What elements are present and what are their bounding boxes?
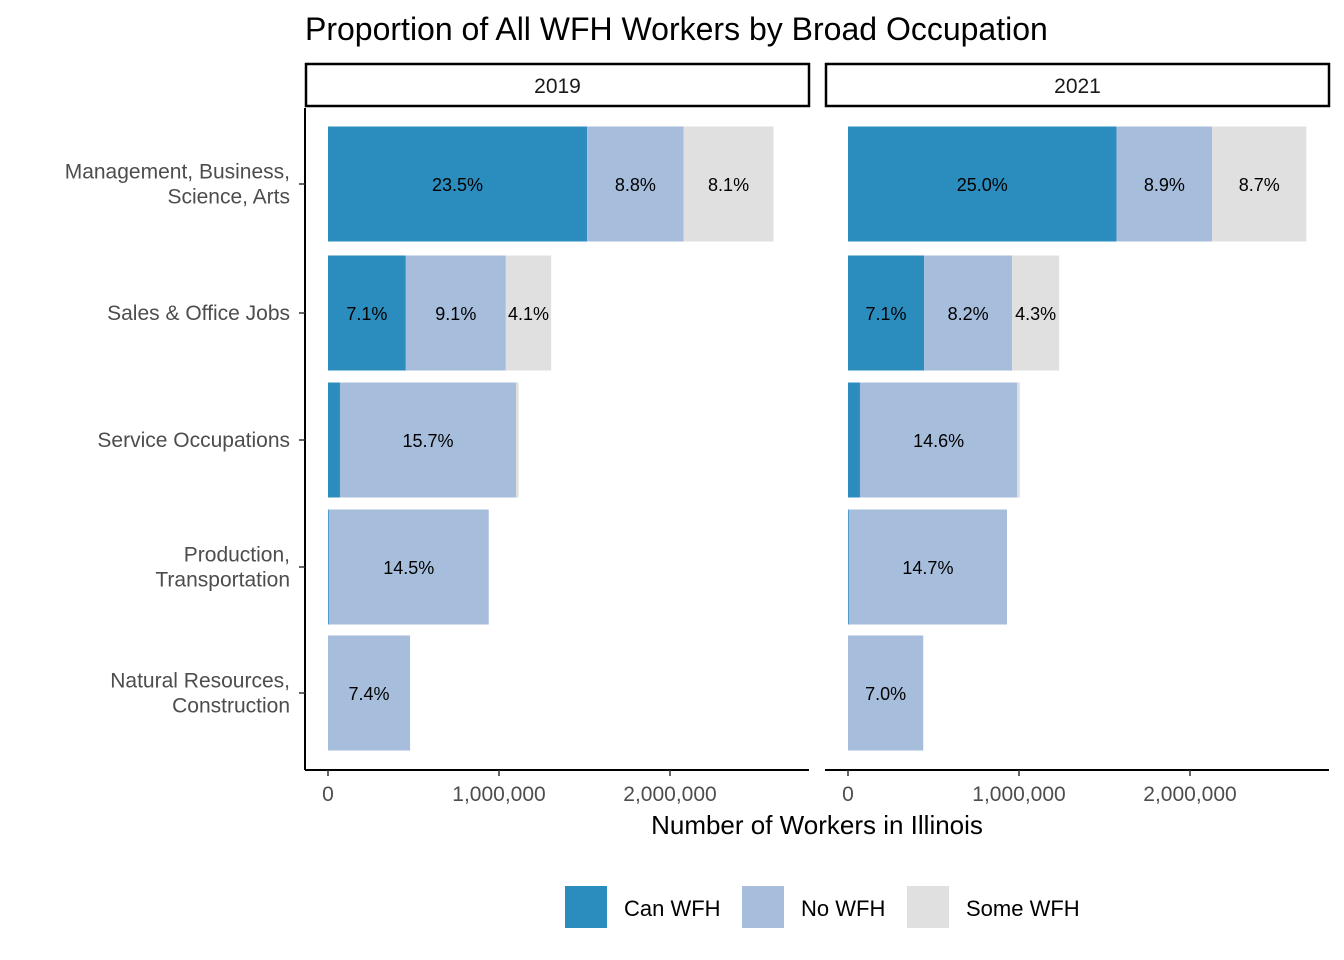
bar-no-wfh [1116,126,1213,242]
bar-no-wfh [924,255,1013,371]
bar-no-wfh [848,509,1008,625]
bar-data-label: 7.1% [346,304,387,324]
bar-no-wfh [859,382,1018,498]
chart-panels: 2019 23.5% 8.8% 8.1% 7.1% 9.1% 4.1% 15.7% 14.5% 7… [304,62,1331,806]
bar-can-wfh [328,509,329,625]
bar-data-label: 9.1% [435,304,476,324]
bar-data-label: 8.7% [1239,175,1280,195]
bar-some-wfh [516,382,519,498]
bar-some-wfh [683,126,774,242]
bar-data-label: 14.6% [913,431,964,451]
facet-strip [824,62,1331,108]
bar-no-wfh [848,635,924,751]
bar-no-wfh [405,255,506,371]
y-tick-label: Management, Business, Science, Arts [65,161,290,209]
bar-some-wfh [505,255,552,371]
legend-swatch [907,886,949,928]
bar-data-label: 15.7% [403,431,454,451]
bar-data-label: 4.3% [1015,304,1056,324]
bar-no-wfh [587,126,684,242]
bar-data-label: 8.9% [1144,175,1185,195]
legend-label: No WFH [801,896,885,921]
legend-swatch [742,886,784,928]
bar-some-wfh [1012,255,1060,371]
legend-label: Can WFH [624,896,721,921]
bar-data-label: 8.2% [948,304,989,324]
bar-can-wfh [848,255,925,371]
facet-label: 2021 [1054,75,1101,98]
facet-strip [304,62,811,108]
bar-data-label: 7.0% [865,684,906,704]
panel-2021: 2021 25.0% 8.9% 8.7% 7.1% 8.2% 4.3% 14.6% 14.7% 7… [824,62,1331,806]
bar-data-label: 8.1% [708,175,749,195]
bar-data-label: 14.7% [902,558,953,578]
bar-can-wfh [328,382,340,498]
panel-2019: 2019 23.5% 8.8% 8.1% 7.1% 9.1% 4.1% 15.7% 14.5% 7… [304,62,811,806]
bar-can-wfh [848,126,1117,242]
chart-title: Proportion of All WFH Workers by Broad O… [305,11,1048,47]
legend-swatch [565,886,607,928]
bar-data-label: 23.5% [432,175,483,195]
bar-no-wfh [328,509,489,625]
x-tick-label: 2,000,000 [623,783,716,806]
y-axis: Management, Business, Science, Arts Sales … [65,161,305,718]
y-tick-label: Service Occupations [97,429,290,452]
bar-data-label: 25.0% [957,175,1008,195]
legend-label: Some WFH [966,896,1080,921]
bar-data-label: 14.5% [383,558,434,578]
bar-can-wfh [848,382,860,498]
bar-some-wfh [1212,126,1307,242]
bar-data-label: 4.1% [508,304,549,324]
bar-data-label: 7.4% [349,684,390,704]
bar-some-wfh [1017,382,1020,498]
bar-data-label: 8.8% [615,175,656,195]
bar-no-wfh [339,382,517,498]
y-tick-label: Production, Transportation [155,544,290,592]
legend: Can WFH No WFH Some WFH [565,886,1080,928]
bar-no-wfh [328,635,411,751]
bar-can-wfh [848,509,849,625]
x-tick-label: 1,000,000 [972,783,1065,806]
bar-data-label: 7.1% [866,304,907,324]
bar-can-wfh [328,255,406,371]
x-tick-label: 2,000,000 [1143,783,1236,806]
facet-label: 2019 [534,75,581,98]
x-tick-label: 0 [842,783,854,806]
x-tick-label: 1,000,000 [452,783,545,806]
x-tick-label: 0 [322,783,334,806]
y-tick-label: Natural Resources, Construction [110,670,290,718]
bar-can-wfh [328,126,588,242]
y-tick-label: Sales & Office Jobs [107,302,290,325]
x-axis-label: Number of Workers in Illinois [651,810,983,840]
